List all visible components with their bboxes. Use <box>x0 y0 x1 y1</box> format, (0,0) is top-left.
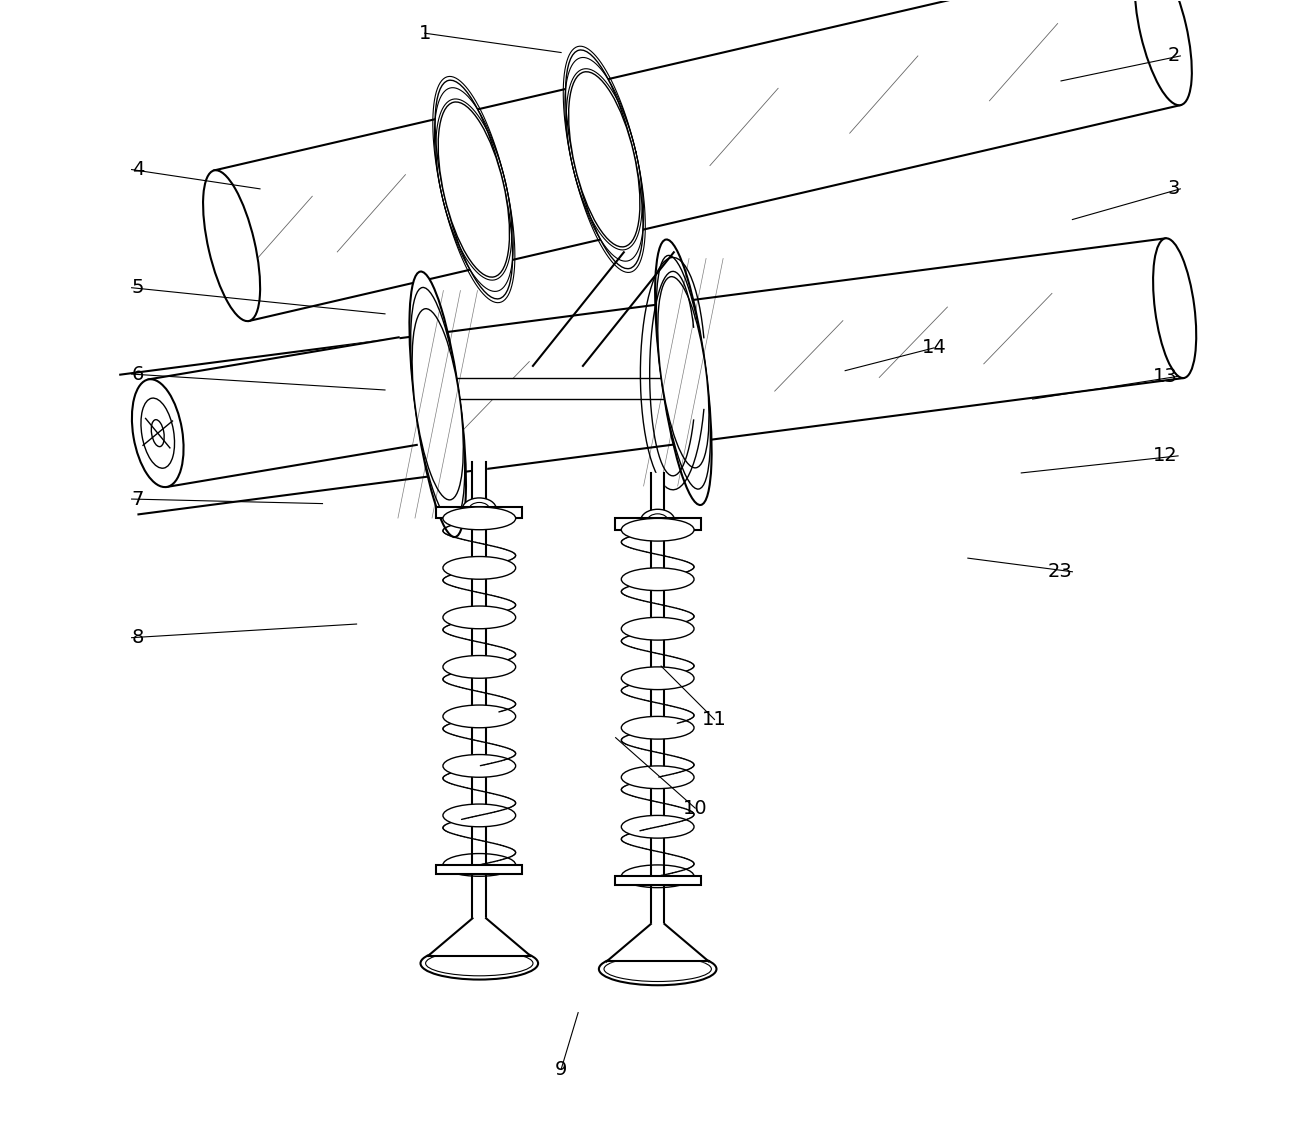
Ellipse shape <box>443 656 515 678</box>
Ellipse shape <box>1134 0 1192 105</box>
Polygon shape <box>614 518 700 530</box>
Ellipse shape <box>443 606 515 629</box>
Ellipse shape <box>469 502 489 516</box>
Polygon shape <box>651 473 665 949</box>
Ellipse shape <box>443 754 515 777</box>
Polygon shape <box>428 918 531 956</box>
Ellipse shape <box>621 816 694 838</box>
Text: 14: 14 <box>922 338 947 358</box>
Polygon shape <box>214 0 1180 321</box>
Polygon shape <box>472 461 486 943</box>
Ellipse shape <box>443 853 515 876</box>
Text: 8: 8 <box>132 629 143 647</box>
Ellipse shape <box>462 498 497 521</box>
Ellipse shape <box>420 947 539 980</box>
Polygon shape <box>606 924 709 961</box>
Ellipse shape <box>599 952 716 985</box>
Ellipse shape <box>443 507 515 530</box>
Ellipse shape <box>566 50 643 269</box>
Text: 1: 1 <box>419 24 430 42</box>
Polygon shape <box>436 865 523 874</box>
Text: 2: 2 <box>1168 47 1180 65</box>
Ellipse shape <box>621 617 694 640</box>
Polygon shape <box>449 378 672 399</box>
Ellipse shape <box>621 865 694 887</box>
Ellipse shape <box>604 957 712 982</box>
Ellipse shape <box>621 568 694 591</box>
Ellipse shape <box>132 379 184 487</box>
Ellipse shape <box>203 170 259 321</box>
Text: 9: 9 <box>556 1060 567 1079</box>
Text: 5: 5 <box>132 278 145 297</box>
Ellipse shape <box>141 399 175 468</box>
Text: 13: 13 <box>1153 367 1178 386</box>
Ellipse shape <box>621 667 694 689</box>
Ellipse shape <box>621 518 694 541</box>
Ellipse shape <box>657 277 709 468</box>
Text: 10: 10 <box>683 798 708 818</box>
Polygon shape <box>120 238 1184 515</box>
Ellipse shape <box>621 716 694 739</box>
Ellipse shape <box>425 951 533 976</box>
Ellipse shape <box>411 287 464 522</box>
Text: 23: 23 <box>1047 563 1072 581</box>
Ellipse shape <box>640 509 674 532</box>
Polygon shape <box>614 876 700 885</box>
Ellipse shape <box>656 255 711 489</box>
Text: 3: 3 <box>1168 179 1180 198</box>
Text: 4: 4 <box>132 161 143 179</box>
Text: 7: 7 <box>132 490 143 508</box>
Ellipse shape <box>655 239 712 505</box>
Ellipse shape <box>436 80 512 298</box>
Ellipse shape <box>569 72 640 247</box>
Ellipse shape <box>443 705 515 728</box>
Ellipse shape <box>409 271 466 538</box>
Polygon shape <box>436 507 523 518</box>
Ellipse shape <box>443 804 515 827</box>
Ellipse shape <box>412 309 463 500</box>
Polygon shape <box>149 337 417 487</box>
Text: 6: 6 <box>132 364 143 384</box>
Ellipse shape <box>438 103 510 277</box>
Ellipse shape <box>648 514 668 527</box>
Ellipse shape <box>151 419 164 446</box>
Text: 12: 12 <box>1153 446 1178 466</box>
Text: 11: 11 <box>702 710 726 729</box>
Ellipse shape <box>621 765 694 788</box>
Ellipse shape <box>1153 238 1196 378</box>
Ellipse shape <box>443 557 515 580</box>
